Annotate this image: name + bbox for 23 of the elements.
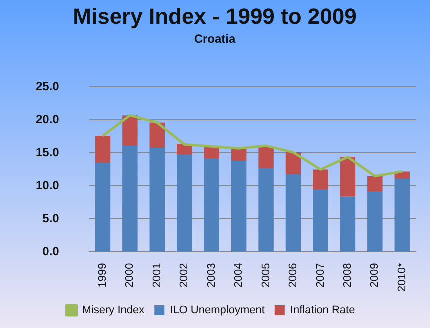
x-tick-label: 1999 [96, 263, 109, 288]
legend-label: Misery Index [82, 304, 146, 317]
legend-label: ILO Unemployment [170, 304, 265, 317]
y-tick-label: 15.0 [36, 146, 60, 160]
x-tick-label: 2002 [178, 263, 191, 288]
x-tick-label: 2000 [124, 263, 136, 288]
x-tick-label: 2010* [396, 262, 408, 292]
x-tick-label: 2003 [206, 263, 218, 288]
y-tick-label: 5.0 [42, 212, 60, 226]
x-tick-label: 2004 [233, 263, 246, 288]
x-tick-label: 2001 [151, 263, 164, 288]
chart-subtitle: Croatia [193, 32, 237, 46]
chart-title: Misery Index - 1999 to 2009 [72, 4, 358, 30]
y-tick-label: 25.0 [36, 80, 60, 94]
x-tick-label: 2008 [342, 263, 354, 288]
y-tick-label: 20.0 [36, 112, 60, 127]
y-tick-label: 10.0 [36, 178, 60, 193]
x-tick-label: 2006 [288, 263, 300, 288]
legend-label: Inflation Rate [290, 304, 356, 317]
y-tick-label: 0.0 [42, 244, 60, 259]
x-tick-label: 2007 [314, 263, 327, 288]
x-tick-label: 2005 [260, 263, 272, 288]
x-tick-label: 2009 [369, 263, 382, 288]
